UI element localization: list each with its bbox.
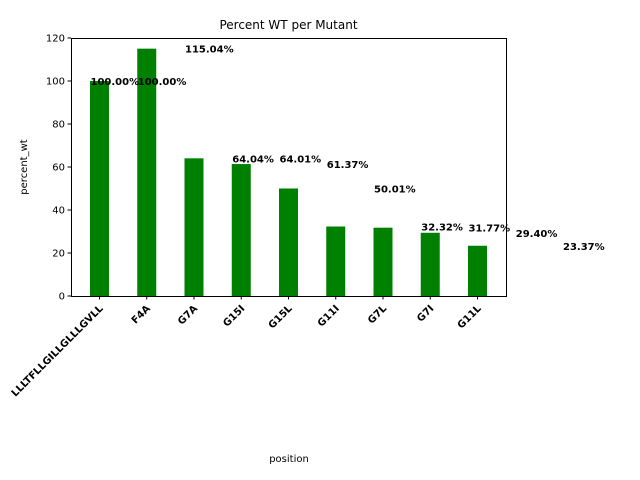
x-axis-ticks: LLLTFLLGILLGLLLGVLL F4A G7A G15I G15L G11I G7L… [10,296,484,399]
data-label-7: 50.01% [374,184,416,195]
bar-1 [90,81,109,296]
data-label-1: 100.00% [91,77,140,88]
data-label-5: 64.01% [280,154,322,165]
bar-5 [279,188,298,296]
x-tick-label-7: G7L [366,303,389,326]
bar-9 [468,245,487,296]
bars-group [90,48,487,296]
data-label-11: 23.37% [563,242,605,253]
y-tick-label-0: 0 [59,292,65,303]
plot-frame [71,38,507,297]
data-labels-group: 100.00%100.00% 115.04% 64.04% 64.01% 61.37% 5… [91,45,605,253]
x-tick-label-6: G11I [316,303,342,329]
y-axis-label: percent_wt [19,139,30,194]
data-label-4: 64.04% [232,154,274,165]
x-tick-label-4: G15I [221,303,247,329]
x-tick-label-5: G15L [267,303,295,331]
y-tick-label-1: 20 [52,249,65,260]
chart-title: Percent WT per Mutant [219,18,357,32]
y-tick-label-6: 120 [46,34,65,45]
data-label-3: 115.04% [185,45,234,56]
x-tick-label-9: G11L [456,303,484,331]
x-tick-label-8: G7I [415,303,436,324]
x-tick-label-1: LLLTFLLGILLGLLLGVLL [10,303,106,399]
data-label-2: 100.00% [138,77,187,88]
y-axis-ticks: 0 20 40 60 80 100 120 [46,34,71,303]
y-tick-label-4: 80 [52,120,65,131]
bar-6 [326,226,346,296]
y-tick-label-2: 40 [52,206,65,217]
bar-4 [231,164,251,296]
bar-2 [137,48,157,296]
data-label-8: 32.32% [421,223,463,234]
bar-3 [184,158,204,296]
bar-7 [373,227,393,296]
x-tick-label-3: G7A [176,303,200,327]
data-label-9: 31.77% [469,224,511,235]
data-label-6: 61.37% [327,160,369,171]
y-tick-label-3: 60 [52,163,65,174]
data-label-10: 29.40% [516,229,558,240]
x-tick-label-2: F4A [130,303,153,326]
x-axis-label: position [269,454,309,465]
bar-8 [420,232,440,296]
y-tick-label-5: 100 [46,77,65,88]
